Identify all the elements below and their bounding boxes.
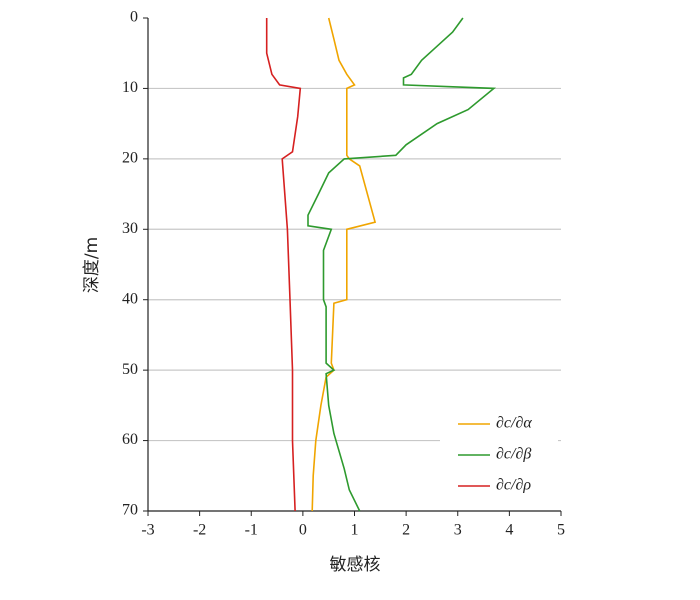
x-axis-title: 敏感核	[330, 555, 381, 575]
series-line	[311, 17, 377, 512]
series-line	[265, 18, 302, 512]
series-line	[307, 17, 497, 512]
legend-label: ∂c/∂β	[496, 446, 531, 463]
y-tick-label: 20	[122, 150, 138, 167]
y-tick-label: 30	[122, 220, 138, 237]
legend-label: ∂c/∂ρ	[496, 477, 531, 494]
x-tick-label: 5	[557, 522, 565, 539]
y-tick-label: 40	[122, 290, 138, 307]
y-tick-label: 10	[122, 79, 138, 96]
y-axis-title: 深度/m	[82, 237, 102, 293]
x-tick-label: -1	[245, 522, 258, 539]
y-tick-label: 60	[122, 431, 138, 448]
x-tick-label: -2	[193, 522, 206, 539]
x-tick-label: 3	[454, 522, 462, 539]
x-tick-label: 2	[402, 522, 410, 539]
y-tick-label: 70	[122, 502, 138, 519]
x-tick-label: -3	[141, 522, 154, 539]
x-tick-label: 4	[505, 522, 513, 539]
x-tick-label: 0	[299, 522, 307, 539]
y-tick-label: 0	[130, 9, 138, 26]
x-tick-label: 1	[351, 522, 359, 539]
legend-label: ∂c/∂α	[496, 415, 532, 432]
y-tick-label: 50	[122, 361, 138, 378]
